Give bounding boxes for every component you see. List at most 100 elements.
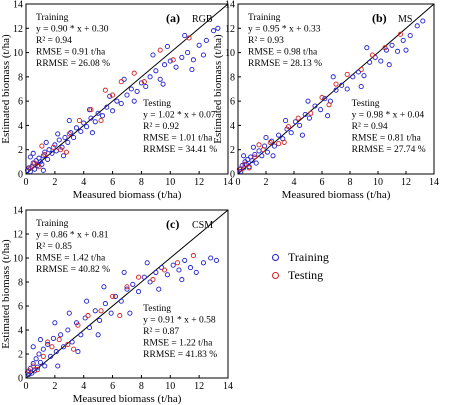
data-point-training [42,149,48,155]
data-point-testing [333,81,339,87]
data-point-training [144,260,150,266]
data-point-testing [308,110,314,116]
legend-label-training: Training [288,250,329,264]
data-point-training [66,310,72,316]
data-point-training [138,80,144,86]
data-point-training [283,118,289,124]
testing-stats-line: RRMSE = 27.74 % [352,145,426,155]
x-axis-label: Measured biomass (t/ha) [73,189,182,201]
x-tick-label: 10 [165,381,175,392]
testing-stats-line: Testing [143,99,171,109]
data-point-training [49,150,55,156]
data-point-training [121,269,127,275]
data-point-training [157,76,163,82]
data-point-training [131,98,137,104]
data-point-training [124,286,130,292]
data-point-training [160,81,166,87]
y-tick-label: 10 [13,254,23,265]
data-point-training [73,125,80,131]
data-point-training [118,298,124,304]
data-point-training [156,286,162,292]
data-point-training [130,281,136,287]
data-point-training [193,269,199,275]
data-point-training [26,371,32,377]
data-point-training [46,147,52,153]
data-point-training [89,130,95,136]
plot-frame [25,3,229,175]
data-point-training [269,138,275,144]
training-stats-line: y = 0.86 * x + 0.81 [36,231,109,241]
data-point-training [355,69,361,75]
data-point-training [200,260,207,266]
testing-stats-line: y = 0.98 * x + 0.04 [352,111,425,121]
y-axis-label: Estimated biomass (t/ha) [0,239,12,349]
y-tick-label: 0 [18,170,23,181]
data-point-testing [252,154,258,160]
data-point-training [65,139,71,145]
data-point-testing [50,144,56,150]
data-point-training [245,156,251,162]
data-point-training [95,332,101,338]
training-marker-icon [272,254,279,261]
data-point-training [95,110,101,116]
data-point-testing [32,160,38,166]
data-point-training [378,58,384,64]
data-point-training [306,115,312,121]
training-stats-line: RRMSE = 40.82 % [36,265,110,275]
data-point-testing [238,166,244,172]
data-point-training [389,42,395,48]
y-tick-label: 2 [18,145,23,156]
data-point-testing [63,149,69,155]
data-point-training [153,269,159,275]
data-point-testing [174,260,181,266]
testing-stats-line: Testing [143,304,171,314]
data-point-training [164,272,170,278]
x-tick-label: 10 [165,177,175,188]
data-point-training [81,120,87,126]
x-axis-label: Measured biomass (t/ha) [282,189,391,201]
data-point-training [187,265,194,271]
data-point-training [276,132,282,138]
data-point-testing [246,165,252,171]
data-point-testing [75,322,81,328]
series-training [24,25,221,175]
x-tick-label: 0 [24,177,29,188]
testing-stats-line: RRMSE = 41.83 % [143,350,217,360]
data-point-training [364,45,370,51]
data-point-training [190,57,196,63]
data-point-testing [110,92,116,98]
training-stats-line: RMSE = 0.91 t/ha [36,48,106,58]
data-point-testing [30,363,36,369]
data-point-training [196,42,202,48]
data-point-training [71,135,77,141]
data-point-training [134,88,140,94]
data-point-training [33,356,39,362]
x-tick-label: 0 [24,381,29,392]
data-point-testing [397,31,403,37]
training-stats-line: Training [248,13,281,23]
data-point-testing [56,337,62,343]
data-point-testing [267,139,273,145]
data-point-training [30,150,36,156]
data-point-training [124,92,130,98]
data-point-training [53,349,59,355]
x-tick-label: 14 [223,177,233,188]
data-point-training [86,325,93,331]
data-point-testing [256,142,262,148]
y-tick-label: 4 [18,121,23,132]
data-point-testing [76,118,82,124]
data-point-training [45,341,51,347]
data-point-testing [260,147,266,153]
x-tick-label: 2 [264,177,269,188]
data-point-testing [295,115,301,121]
data-point-testing [98,118,104,124]
data-point-testing [326,102,332,108]
data-point-training [47,353,54,359]
x-tick-label: 14 [223,381,233,392]
training-stats-line: RMSE = 1.42 t/ha [36,254,106,264]
data-point-testing [131,70,137,76]
data-point-training [259,153,265,159]
data-point-training [92,119,98,125]
panel-label: (c) [166,217,179,231]
